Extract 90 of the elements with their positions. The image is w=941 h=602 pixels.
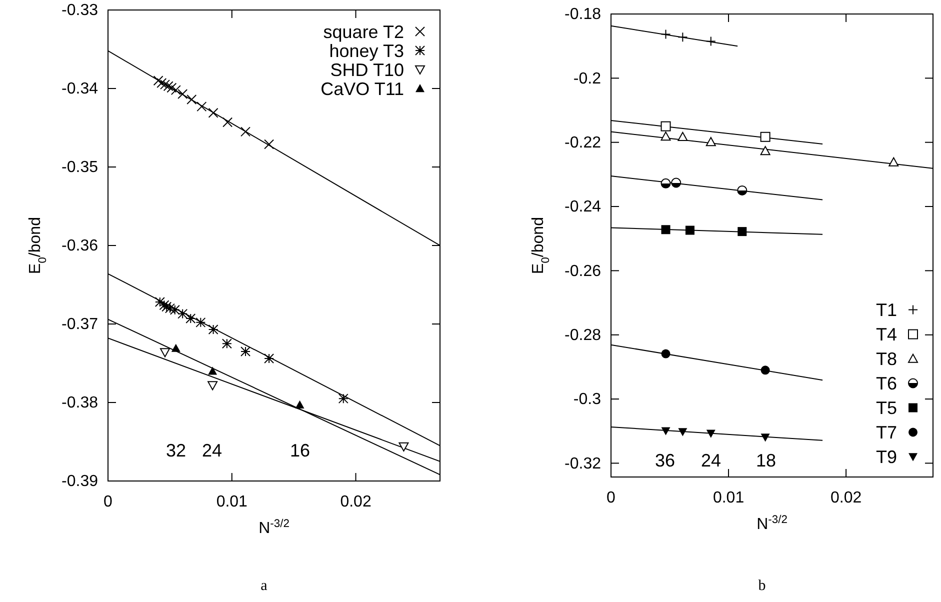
legend-label: honey T3 (329, 40, 404, 61)
text: a (260, 578, 268, 594)
y-tick-label: -0.22 (564, 134, 602, 152)
point (164, 303, 175, 314)
x-axis-title: N$^{-3/2}$ (258, 518, 290, 537)
annotation: 18 (756, 450, 776, 470)
point (162, 302, 172, 312)
x-tick-label: 0.02 (830, 489, 862, 506)
point (671, 178, 682, 188)
y-tick-label: -0.3 (573, 391, 602, 408)
point (760, 366, 770, 375)
point (186, 94, 197, 104)
point (760, 146, 770, 156)
legend-label: T7 (876, 422, 897, 443)
point (222, 117, 233, 128)
point (706, 137, 716, 146)
y-tick-label: -0.35 (62, 159, 98, 176)
point (240, 126, 251, 137)
text: b (758, 578, 766, 594)
point (660, 121, 671, 132)
y-tick-label: -0.37 (62, 316, 98, 334)
y-tick-label: -0.32 (564, 455, 602, 472)
point (166, 82, 177, 93)
point (398, 442, 409, 452)
annotation: 32 (166, 440, 186, 460)
point (738, 227, 747, 236)
point (178, 88, 188, 99)
point (660, 132, 671, 141)
point (222, 338, 232, 349)
legend-label: T4 (876, 324, 897, 345)
point (295, 400, 304, 408)
point (170, 85, 181, 96)
point (661, 225, 670, 234)
y-tick-label: -0.34 (62, 80, 98, 98)
point (154, 297, 165, 308)
point (661, 427, 670, 436)
point (240, 346, 251, 356)
point (737, 185, 748, 196)
y-tick-label: -0.28 (564, 326, 602, 344)
point (706, 430, 716, 438)
point (678, 428, 688, 436)
point (338, 394, 348, 404)
point (163, 81, 174, 92)
point (186, 314, 196, 324)
point (888, 157, 899, 166)
annotation: 24 (700, 450, 722, 470)
point (661, 349, 670, 358)
point (760, 132, 770, 142)
y-tick-label: -0.38 (62, 394, 98, 412)
legend-label: T8 (876, 349, 897, 370)
point (264, 354, 274, 364)
point (208, 108, 218, 118)
y-tick-label: -0.2 (573, 70, 602, 88)
point (678, 132, 688, 141)
x-tick-label: 0 (104, 493, 113, 510)
y-tick-label: -0.18 (564, 6, 602, 24)
point (208, 366, 218, 375)
y-tick-label: -0.24 (564, 198, 602, 216)
point (760, 434, 770, 442)
legend-label: CaVO T11 (320, 78, 404, 99)
point (685, 226, 694, 235)
point (159, 300, 170, 310)
point (153, 76, 164, 86)
point (178, 308, 188, 319)
legend-label: T5 (876, 398, 897, 418)
x-axis-title: N$^{-3/2}$ (756, 514, 788, 533)
point (660, 178, 671, 188)
point (170, 304, 180, 315)
legend-label: SHD T10 (330, 60, 404, 80)
legend-label: square T2 (323, 22, 404, 42)
annotation: 16 (290, 440, 310, 460)
y-tick-label: -0.39 (62, 473, 98, 490)
annotation: 36 (654, 450, 676, 470)
point (264, 139, 274, 150)
point (171, 344, 180, 352)
point (196, 317, 206, 328)
point (208, 381, 218, 390)
x-tick-label: 0 (606, 489, 616, 506)
y-tick-label: -0.26 (564, 262, 602, 280)
legend-label: T1 (876, 300, 897, 320)
x-tick-label: 0.02 (340, 493, 372, 510)
x-tick-label: 0.01 (216, 493, 248, 510)
legend-label: T6 (876, 374, 897, 394)
legend-label: T9 (876, 447, 897, 468)
annotation: 24 (202, 440, 222, 460)
y-tick-label: -0.33 (62, 2, 98, 20)
y-tick-label: -0.36 (62, 238, 98, 255)
point (160, 348, 170, 358)
x-tick-label: 0.01 (712, 489, 744, 506)
point (208, 324, 218, 334)
